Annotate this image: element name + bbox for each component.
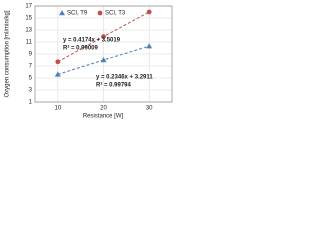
- marker: [54, 71, 61, 77]
- y-tick-label: 15: [25, 16, 32, 22]
- y-tick-label: 5: [29, 76, 33, 82]
- plot-frame: [34, 5, 173, 103]
- y-tick-label: 7: [29, 64, 33, 70]
- legend-label: SCI, T9: [67, 11, 88, 17]
- annotation: R² = 0.99009: [63, 45, 99, 52]
- x-tick-label: 20: [100, 106, 107, 112]
- marker: [59, 10, 65, 16]
- legend-label: SCI, T3: [105, 11, 126, 17]
- marker: [101, 34, 106, 39]
- marker: [100, 57, 107, 63]
- x-axis-label: Resistance [W]: [83, 114, 124, 120]
- annotation: y = 0.2346x + 3.2911: [96, 75, 153, 81]
- x-tick-label: 30: [146, 106, 153, 112]
- annotation: R² = 0.99794: [96, 82, 132, 89]
- y-axis-label: Oxygen consumption [ml/min/kg]: [5, 10, 11, 97]
- annotation: y = 0.4174x + 3.5019: [63, 38, 121, 44]
- marker: [146, 9, 152, 15]
- y-tick-label: 3: [29, 88, 33, 94]
- marker: [97, 10, 103, 16]
- marker: [55, 59, 61, 65]
- marker: [146, 43, 153, 49]
- y-tick-label: 9: [29, 52, 33, 58]
- chart: Oxygen consumption [ml/min/kg] Resistanc…: [5, 4, 173, 120]
- x-tick-label: 10: [54, 106, 61, 112]
- y-tick-label: 17: [25, 4, 32, 10]
- y-tick-label: 1: [29, 100, 33, 106]
- y-tick-label: 13: [25, 28, 32, 34]
- y-tick-label: 11: [26, 40, 33, 46]
